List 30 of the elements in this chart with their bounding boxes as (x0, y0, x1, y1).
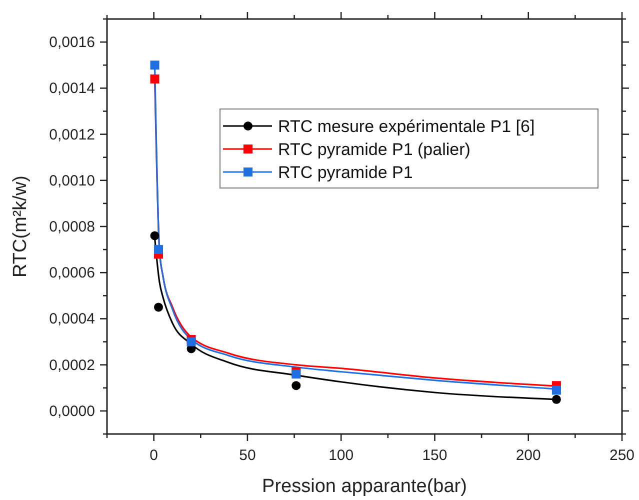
y-tick-label: 0,0010 (49, 172, 95, 190)
point (292, 381, 301, 390)
point (186, 337, 196, 346)
x-tick-label: 250 (609, 447, 635, 464)
y-tick-label: 0,0006 (49, 264, 95, 282)
y-tick-label: 0,0014 (49, 80, 95, 98)
y-tick-label: 0,0016 (49, 34, 95, 52)
y-tick-label: 0,0012 (49, 126, 95, 144)
y-tick-label: 0,0000 (49, 402, 95, 420)
legend-label: RTC pyramide P1 (palier) (278, 140, 470, 159)
point (552, 394, 561, 404)
point (292, 370, 301, 379)
point (552, 386, 561, 395)
x-tick-label: 0 (150, 447, 158, 464)
y-tick-label: 0,0004 (49, 310, 95, 328)
y-axis-title: RTC(m²k/w) (10, 175, 31, 278)
point (150, 231, 160, 240)
point (154, 302, 163, 312)
x-axis-title: Pression apparante(bar) (262, 476, 467, 497)
point (154, 245, 163, 254)
legend-label: RTC mesure expérimentale P1 [6] (278, 117, 535, 136)
point (150, 60, 160, 70)
y-tick-label: 0,0002 (49, 356, 95, 374)
y-tick-label: 0,0008 (49, 218, 95, 236)
legend-label: RTC pyramide P1 (278, 163, 413, 182)
x-tick-label: 100 (328, 447, 354, 464)
x-tick-label: 150 (422, 447, 448, 464)
x-tick-label: 50 (239, 447, 256, 464)
point (150, 74, 160, 84)
x-tick-label: 200 (516, 447, 541, 464)
